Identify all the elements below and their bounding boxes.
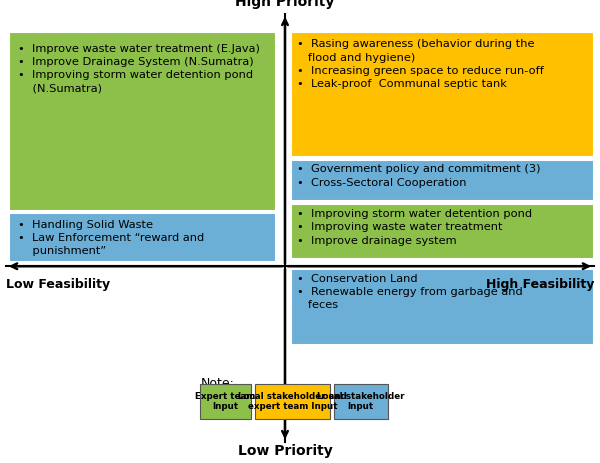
Text: •  Government policy and commitment (3)
•  Cross-Sectoral Cooperation: • Government policy and commitment (3) •… <box>297 164 541 188</box>
Text: •  Handling Solid Waste
•  Law Enforcement “reward and
    punishment”: • Handling Solid Waste • Law Enforcement… <box>18 220 204 257</box>
Text: High Feasibility: High Feasibility <box>485 278 594 291</box>
Text: Local stakeholder
Input: Local stakeholder Input <box>317 392 404 411</box>
Text: Low Feasibility: Low Feasibility <box>6 278 110 291</box>
FancyBboxPatch shape <box>291 32 594 157</box>
FancyBboxPatch shape <box>9 32 276 211</box>
Text: •  Rasing awareness (behavior during the
   flood and hygiene)
•  Increasing gre: • Rasing awareness (behavior during the … <box>297 39 544 89</box>
Text: Low Priority: Low Priority <box>238 444 332 458</box>
FancyBboxPatch shape <box>334 384 388 419</box>
Text: High Priority: High Priority <box>235 0 335 9</box>
FancyBboxPatch shape <box>255 384 330 419</box>
Text: •  Improving storm water detention pond
•  Improving waste water treatment
•  Im: • Improving storm water detention pond •… <box>297 209 532 246</box>
FancyBboxPatch shape <box>9 213 276 262</box>
Text: •  Conservation Land
•  Renewable energy from garbage and
   feces: • Conservation Land • Renewable energy f… <box>297 274 523 311</box>
Text: Note:: Note: <box>201 377 235 390</box>
FancyBboxPatch shape <box>291 269 594 345</box>
FancyBboxPatch shape <box>291 160 594 201</box>
Text: Expert team
Input: Expert team Input <box>195 392 256 411</box>
Text: •  Improve waste water treatment (E.Java)
•  Improve Drainage System (N.Sumatra): • Improve waste water treatment (E.Java)… <box>18 44 260 94</box>
Text: Local stakeholder and
expert team Input: Local stakeholder and expert team Input <box>238 392 347 411</box>
FancyBboxPatch shape <box>200 384 251 419</box>
FancyBboxPatch shape <box>291 204 594 259</box>
